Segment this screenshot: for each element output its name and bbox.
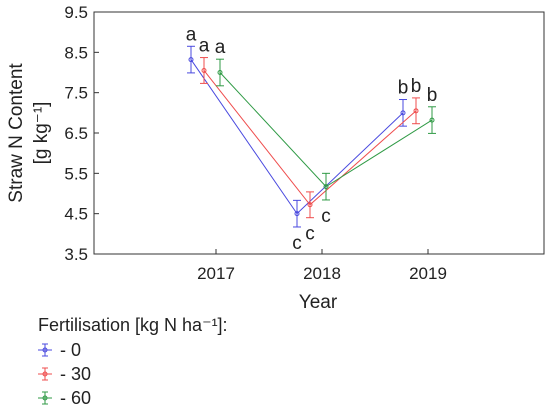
y-tick-label: 5.5 bbox=[64, 164, 88, 183]
series-line-0 bbox=[190, 59, 404, 215]
legend-swatch-marker bbox=[42, 395, 48, 401]
y-tick-label: 3.5 bbox=[64, 245, 88, 264]
group-letter: b bbox=[398, 78, 409, 99]
data-point bbox=[413, 108, 419, 114]
group-letter: c bbox=[292, 233, 302, 254]
group-letter: a bbox=[199, 36, 210, 57]
y-axis-title: Straw N Content bbox=[6, 63, 27, 203]
data-point bbox=[201, 67, 207, 73]
series-line-1 bbox=[203, 70, 417, 206]
series-layer bbox=[187, 45, 436, 228]
legend-label: - 0 bbox=[60, 340, 81, 360]
y-axis: 3.5 4.5 5.5 6.5 7.5 8.5 9.5 bbox=[64, 3, 99, 264]
data-point bbox=[307, 202, 313, 208]
legend-label: - 60 bbox=[60, 388, 91, 408]
data-point bbox=[429, 117, 435, 123]
legend-swatch-marker bbox=[42, 347, 48, 353]
y-tick-label: 7.5 bbox=[64, 84, 88, 103]
group-letter: b bbox=[427, 85, 438, 106]
group-letter: c bbox=[321, 206, 331, 227]
data-point bbox=[294, 211, 300, 217]
group-letter: b bbox=[411, 76, 422, 97]
legend-swatch-marker bbox=[42, 371, 48, 377]
group-letters: a c b a c b a c b bbox=[186, 24, 438, 254]
data-point bbox=[217, 70, 223, 75]
legend-title: Fertilisation [kg N ha⁻¹]: bbox=[38, 315, 228, 335]
data-point bbox=[323, 184, 329, 190]
legend-label: - 30 bbox=[60, 364, 91, 384]
group-letter: c bbox=[305, 224, 315, 245]
x-tick-label: 2017 bbox=[197, 264, 235, 283]
y-tick-label: 4.5 bbox=[64, 205, 88, 224]
x-axis-title: Year bbox=[299, 292, 338, 313]
group-letter: a bbox=[186, 24, 197, 45]
plot-area-frame bbox=[93, 11, 545, 255]
x-tick-label: 2018 bbox=[303, 264, 341, 283]
y-tick-label: 9.5 bbox=[64, 3, 88, 22]
data-point bbox=[400, 110, 406, 116]
x-axis: 2017 2018 2019 bbox=[197, 249, 447, 283]
y-axis-unit: [g kg⁻¹] bbox=[31, 102, 52, 165]
data-point bbox=[188, 57, 194, 63]
y-tick-label: 6.5 bbox=[64, 124, 88, 143]
legend: - 0 - 30 - 60 bbox=[38, 340, 91, 408]
y-tick-label: 8.5 bbox=[64, 43, 88, 62]
x-tick-label: 2019 bbox=[409, 264, 447, 283]
group-letter: a bbox=[215, 37, 226, 58]
